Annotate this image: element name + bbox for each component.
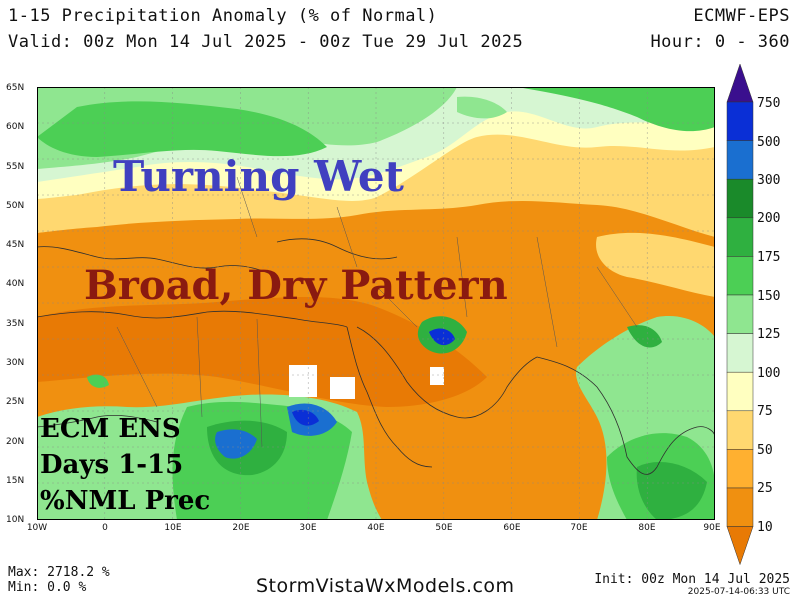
colorbar-label: 25 — [757, 481, 773, 496]
colorbar-segment — [726, 449, 754, 489]
colorbar-segment — [726, 217, 754, 257]
colorbar-label: 150 — [757, 289, 781, 304]
colorbar-label: 10 — [757, 520, 773, 535]
colorbar-label: 750 — [757, 96, 781, 111]
map-frame — [37, 87, 715, 520]
min-value: Min: 0.0 % — [8, 580, 87, 595]
model-name: ECMWF-EPS — [693, 6, 790, 26]
site-link[interactable]: StormVistaWxModels.com — [256, 575, 515, 597]
generated-timestamp: 2025-07-14-06:33 UTC — [687, 587, 790, 597]
map-canvas — [37, 87, 715, 520]
sahel-blue-spot — [215, 429, 257, 459]
lon-label: 80E — [638, 523, 656, 533]
colorbar-cap-top — [726, 63, 754, 103]
lat-label: 55N — [6, 162, 25, 172]
lat-label: 15N — [6, 476, 25, 486]
valid-period: Valid: 00z Mon 14 Jul 2025 - 00z Tue 29 … — [8, 32, 524, 52]
lon-label: 10E — [164, 523, 182, 533]
colorbar-label: 125 — [757, 327, 781, 342]
colorbar-segment — [726, 140, 754, 180]
colorbar-segment — [726, 256, 754, 296]
forecast-hour-range: Hour: 0 - 360 — [650, 32, 790, 52]
lon-label: 50E — [435, 523, 453, 533]
colorbar-label: 300 — [757, 173, 781, 188]
lon-label: 70E — [570, 523, 588, 533]
ens-label-line2: Days 1-15 — [40, 450, 184, 480]
colorbar-label: 75 — [757, 404, 773, 419]
europe-green-core — [37, 101, 327, 157]
deep-dry-core — [37, 297, 487, 407]
west-africa-spot — [87, 374, 109, 388]
lat-label: 50N — [6, 201, 25, 211]
lon-label: 20E — [232, 523, 250, 533]
ens-label-line1: ECM ENS — [40, 414, 181, 444]
chart-title: 1-15 Precipitation Anomaly (% of Normal) — [8, 6, 438, 26]
missing-data-box — [330, 377, 355, 399]
colorbar-segment — [726, 294, 754, 334]
lat-label: 60N — [6, 122, 25, 132]
colorbar-label: 100 — [757, 366, 781, 381]
lon-label: 60E — [503, 523, 521, 533]
lat-label: 20N — [6, 437, 25, 447]
precip-anomaly-map — [37, 87, 715, 520]
colorbar-segment — [726, 410, 754, 450]
init-time: Init: 00z Mon 14 Jul 2025 — [594, 572, 790, 587]
colorbar-label: 200 — [757, 211, 781, 226]
missing-data-box — [289, 365, 317, 397]
lat-label: 25N — [6, 397, 25, 407]
sudan-deepblue-spot — [292, 409, 319, 426]
colorbar-label: 50 — [757, 443, 773, 458]
lat-label: 45N — [6, 240, 25, 250]
central-asia-patch — [596, 232, 715, 297]
lon-label: 40E — [367, 523, 385, 533]
kashmir-green — [627, 325, 662, 348]
ens-label-line3: %NML Prec — [40, 486, 211, 516]
colorbar-segment — [726, 487, 754, 527]
lat-label: 65N — [6, 83, 25, 93]
broad-dry-annotation: Broad, Dry Pattern — [84, 262, 508, 309]
lon-label: 10W — [26, 523, 48, 533]
colorbar-label: 175 — [757, 250, 781, 265]
lat-label: 10N — [6, 515, 25, 525]
lon-label: 90E — [703, 523, 721, 533]
siberia-green — [517, 87, 715, 132]
max-value: Max: 2718.2 % — [8, 565, 110, 580]
colorbar-segment — [726, 101, 754, 141]
coastlines — [37, 238, 715, 475]
colorbar — [726, 63, 754, 566]
colorbar-segment — [726, 178, 754, 219]
lon-label: 30E — [299, 523, 317, 533]
siberia-lightgreen — [457, 96, 507, 119]
colorbar-label: 500 — [757, 135, 781, 150]
lon-label: 0 — [102, 523, 108, 533]
gridlines — [37, 87, 715, 520]
colorbar-segment — [726, 333, 754, 373]
zagros-blue — [429, 328, 455, 346]
lat-label: 40N — [6, 279, 25, 289]
lat-label: 30N — [6, 358, 25, 368]
lat-label: 35N — [6, 319, 25, 329]
colorbar-cap-bottom — [726, 526, 754, 566]
missing-data-box — [430, 367, 444, 385]
bay-bengal-green — [636, 462, 707, 520]
colorbar-segment — [726, 371, 754, 412]
turning-wet-annotation: Turning Wet — [113, 152, 404, 201]
